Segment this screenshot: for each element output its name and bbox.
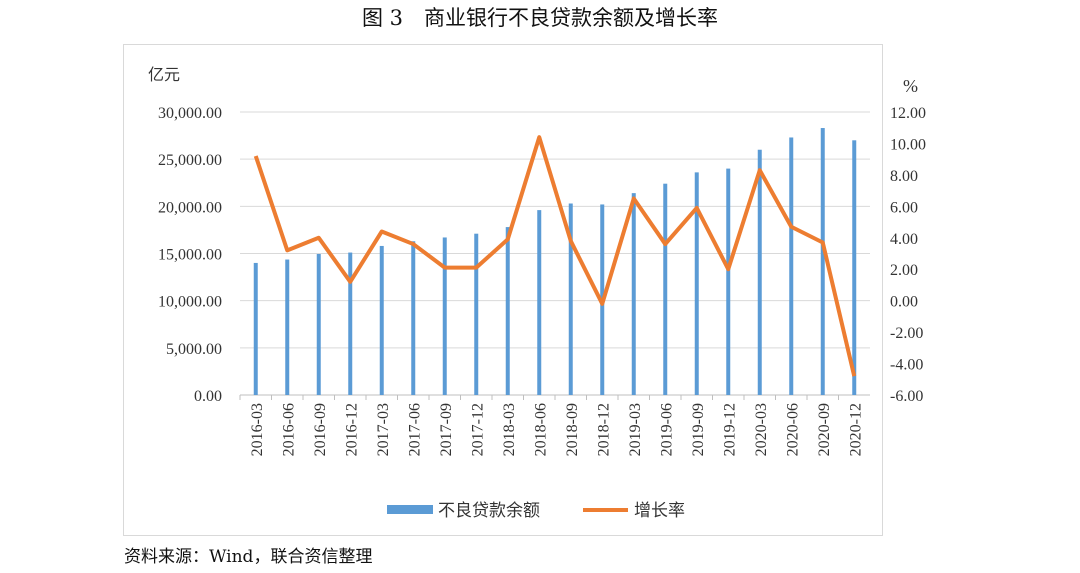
bar <box>442 237 447 395</box>
category-label: 2019-06 <box>658 403 675 456</box>
left-tick-label: 10,000.00 <box>158 294 222 311</box>
left-axis-unit: 亿元 <box>148 66 180 84</box>
category-label: 2016-03 <box>249 403 266 456</box>
category-label: 2018-03 <box>501 403 518 456</box>
bar <box>694 172 699 395</box>
legend-label: 增长率 <box>634 501 685 520</box>
bar <box>316 253 321 395</box>
category-label: 2016-12 <box>343 403 360 456</box>
category-label: 2019-09 <box>690 403 707 456</box>
bar <box>379 245 384 395</box>
right-tick-label: 0.00 <box>890 294 918 311</box>
right-tick-label: -6.00 <box>890 388 923 405</box>
category-label: 2020-06 <box>784 403 801 456</box>
right-tick-label: 6.00 <box>890 199 918 216</box>
right-tick-label: -4.00 <box>890 357 923 374</box>
bar <box>505 227 510 395</box>
right-tick-label: 8.00 <box>890 168 918 185</box>
legend-swatch-bar <box>387 505 433 514</box>
right-tick-label: 2.00 <box>890 262 918 279</box>
bar <box>631 193 636 395</box>
right-tick-label: 10.00 <box>890 136 926 153</box>
right-tick-label: 4.00 <box>890 231 918 248</box>
bar <box>663 183 668 395</box>
left-tick-label: 5,000.00 <box>166 341 222 358</box>
bar <box>411 241 416 395</box>
category-label: 2018-09 <box>564 403 581 456</box>
category-label: 2017-12 <box>469 403 486 456</box>
left-tick-label: 0.00 <box>194 388 222 405</box>
left-tick-label: 20,000.00 <box>158 199 222 216</box>
left-tick-label: 30,000.00 <box>158 105 222 122</box>
bar <box>537 210 542 395</box>
bar <box>568 203 573 395</box>
growth-line <box>253 135 857 377</box>
bar <box>757 149 762 395</box>
category-label: 2019-03 <box>627 403 644 456</box>
bar <box>348 252 353 395</box>
bar <box>285 259 290 395</box>
right-tick-label: 12.00 <box>890 105 926 122</box>
category-label: 2018-06 <box>532 403 549 456</box>
bar <box>820 128 825 395</box>
bar <box>852 140 857 395</box>
category-label: 2017-06 <box>406 403 423 456</box>
bar <box>253 262 258 395</box>
left-tick-label: 15,000.00 <box>158 247 222 264</box>
left-tick-label: 25,000.00 <box>158 152 222 169</box>
category-label: 2018-12 <box>595 403 612 456</box>
source-note: 资料来源：Wind，联合资信整理 <box>124 547 373 567</box>
category-label: 2017-03 <box>375 403 392 456</box>
right-axis-unit: % <box>903 76 918 96</box>
legend-label: 不良贷款余额 <box>438 501 540 520</box>
category-label: 2020-03 <box>753 403 770 456</box>
bar <box>726 168 731 395</box>
chart-title: 图 3 商业银行不良贷款余额及增长率 <box>361 6 719 30</box>
bar <box>474 233 479 395</box>
right-tick-label: -2.00 <box>890 325 923 342</box>
chart-frame <box>123 44 883 536</box>
category-label: 2019-12 <box>721 403 738 456</box>
category-label: 2016-06 <box>280 403 297 456</box>
category-label: 2017-09 <box>438 403 455 456</box>
bar <box>789 137 794 395</box>
category-label: 2020-12 <box>847 403 864 456</box>
category-label: 2016-09 <box>312 403 329 456</box>
category-label: 2020-09 <box>816 403 833 456</box>
